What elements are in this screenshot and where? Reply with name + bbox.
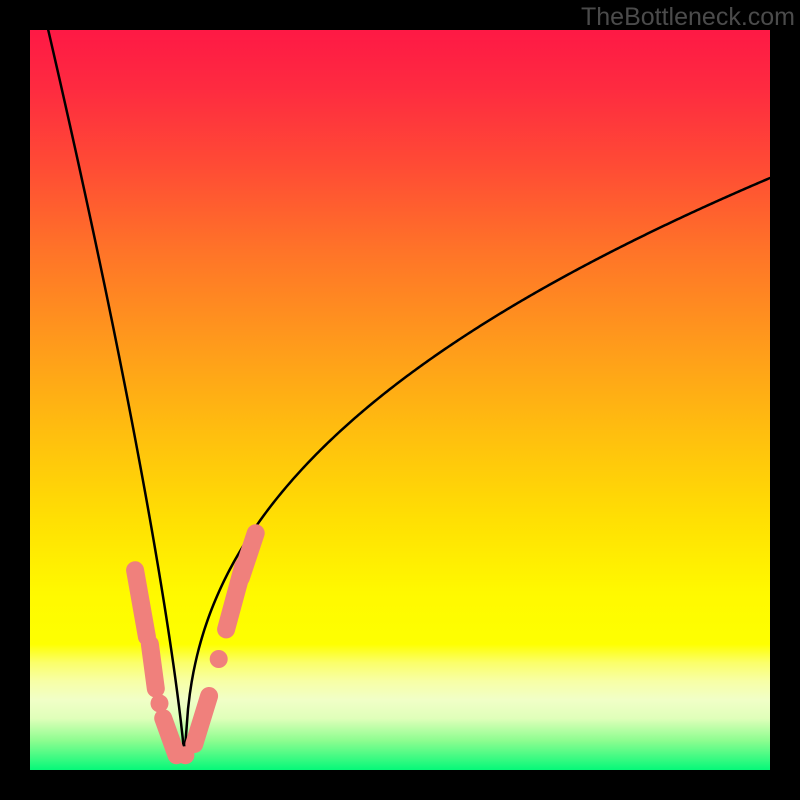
marker-capsule [241,533,256,577]
curve-layer [30,30,770,770]
watermark-text: TheBottleneck.com [581,3,795,32]
marker-capsule [194,696,209,744]
data-markers [135,533,256,764]
figure-root: TheBottleneck.com [0,0,800,800]
marker-capsule [150,644,156,688]
marker-dot [210,650,228,668]
marker-capsule [135,570,147,637]
marker-capsule [163,718,176,755]
plot-area [30,30,770,770]
